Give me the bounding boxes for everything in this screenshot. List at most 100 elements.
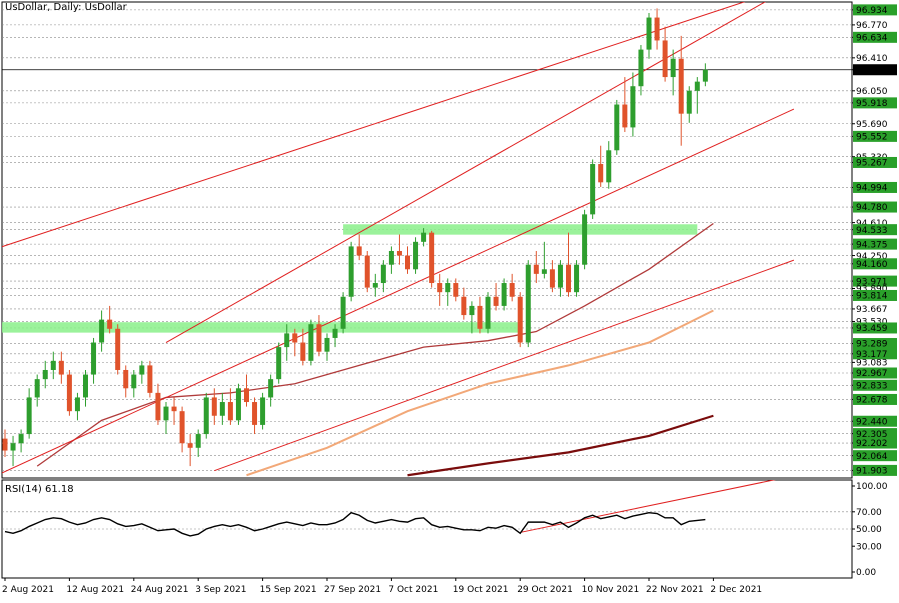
candle-body <box>163 406 169 421</box>
price-label-bg <box>853 201 897 213</box>
price-tick-label: 95.267 <box>856 159 888 169</box>
x-tick-label: 15 Sep 2021 <box>260 585 317 595</box>
candle-body <box>34 379 40 398</box>
price-tick-label: 92.967 <box>856 369 888 379</box>
price-tick-label: 94.610 <box>856 219 888 229</box>
x-tick-label: 19 Oct 2021 <box>453 585 509 595</box>
candle-body <box>115 328 121 370</box>
candle-body <box>107 319 113 329</box>
price-label-bg <box>853 437 897 449</box>
upper-channel <box>2 2 746 248</box>
x-tick-label: 7 Oct 2021 <box>388 585 438 595</box>
candle-body <box>171 406 177 412</box>
candle-body <box>187 443 193 448</box>
price-tick-label: 96.280 <box>856 66 888 76</box>
candle-body <box>219 402 225 416</box>
price-label-bg <box>853 97 897 109</box>
price-tick-label: 93.890 <box>856 285 888 295</box>
price-tick-label: 94.250 <box>856 252 888 262</box>
price-tick-label: 95.918 <box>856 99 888 109</box>
candle-body <box>662 40 668 78</box>
candle-body <box>598 164 604 183</box>
price-label-bg <box>853 367 897 379</box>
candle-body <box>308 324 314 361</box>
candle-body <box>614 104 620 151</box>
candle-body <box>493 296 499 306</box>
candle-body <box>292 333 298 343</box>
price-label-bg <box>853 64 897 76</box>
price-tick-label: 92.202 <box>856 439 888 449</box>
rsi-tick-label: 100.00 <box>856 482 888 492</box>
candle-body <box>437 283 443 293</box>
candle-body <box>622 104 628 128</box>
price-label-bg <box>853 289 897 301</box>
candle-body <box>501 283 507 306</box>
candle-body <box>42 369 48 380</box>
candle-body <box>549 269 555 288</box>
candle-body <box>405 255 410 270</box>
candle-body <box>678 58 684 114</box>
candle-body <box>670 58 676 78</box>
price-label-bg <box>853 322 897 334</box>
price-tick-label: 93.814 <box>856 292 888 302</box>
candle-body <box>316 324 322 352</box>
candle-body <box>300 342 306 361</box>
candle-body <box>686 90 692 114</box>
candle-body <box>566 264 571 293</box>
candle-body <box>590 164 596 215</box>
rsi-title: RSI(14) 61.18 <box>5 484 74 495</box>
candle-body <box>268 379 274 398</box>
ma-short <box>36 222 714 467</box>
price-label-bg <box>853 428 897 440</box>
candle-body <box>509 283 515 297</box>
price-panel-frame <box>1 1 853 479</box>
candle-body <box>646 17 652 50</box>
candle-body <box>388 250 394 265</box>
lower-channel <box>214 259 795 472</box>
candle-body <box>485 296 491 329</box>
price-tick-label: 94.533 <box>856 226 888 236</box>
price-tick-label: 96.770 <box>856 21 888 31</box>
candle-body <box>453 283 459 297</box>
candle-body <box>10 443 16 451</box>
price-label-bg <box>853 130 897 142</box>
price-tick-label: 93.971 <box>856 277 888 287</box>
candle-body <box>139 365 145 375</box>
candle-body <box>348 246 354 297</box>
price-label-bg <box>853 258 897 270</box>
candle-body <box>235 388 241 421</box>
candle-body <box>574 264 580 293</box>
candle-body <box>541 269 547 274</box>
rsi-line <box>4 511 706 537</box>
candle-body <box>131 374 137 389</box>
x-tick-label: 10 Nov 2021 <box>582 585 640 595</box>
candle-body <box>2 438 8 451</box>
price-tick-label: 93.667 <box>856 305 888 315</box>
price-tick-label: 93.459 <box>856 324 888 334</box>
candle-body <box>517 296 523 343</box>
candle-body <box>18 434 24 444</box>
price-label-bg <box>853 393 897 405</box>
rsi-tick-label: 50.00 <box>856 525 882 535</box>
candle-body <box>356 246 362 256</box>
candle-body <box>606 150 612 183</box>
candle-body <box>324 337 330 352</box>
candle-body <box>477 305 483 329</box>
candle-body <box>195 434 201 448</box>
candle-body <box>203 397 209 435</box>
price-label-bg <box>853 4 897 16</box>
candle-body <box>58 360 64 375</box>
candle-body <box>252 402 258 425</box>
price-tick-label: 94.780 <box>856 203 888 213</box>
candle-body <box>123 369 129 389</box>
price-tick-label: 94.375 <box>856 240 888 250</box>
chart-title: UsDollar, Daily: UsDollar <box>5 2 127 13</box>
candle-body <box>582 214 588 265</box>
price-label-bg <box>853 348 897 360</box>
candle-body <box>702 69 708 82</box>
price-tick-label: 92.440 <box>856 417 888 427</box>
resistance-zone <box>343 224 698 235</box>
price-tick-label: 93.083 <box>856 359 888 369</box>
candle-body <box>340 296 346 329</box>
x-tick-label: 27 Sep 2021 <box>324 585 381 595</box>
